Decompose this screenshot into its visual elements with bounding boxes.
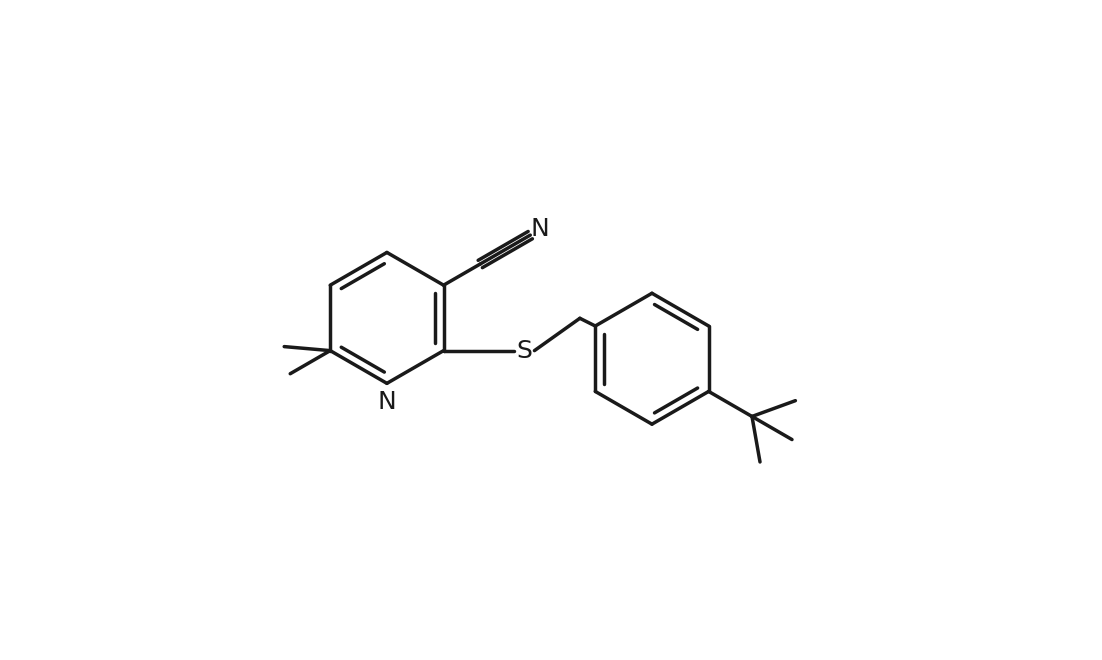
Text: N: N xyxy=(531,217,550,242)
Text: N: N xyxy=(378,389,397,414)
Text: S: S xyxy=(517,339,532,362)
